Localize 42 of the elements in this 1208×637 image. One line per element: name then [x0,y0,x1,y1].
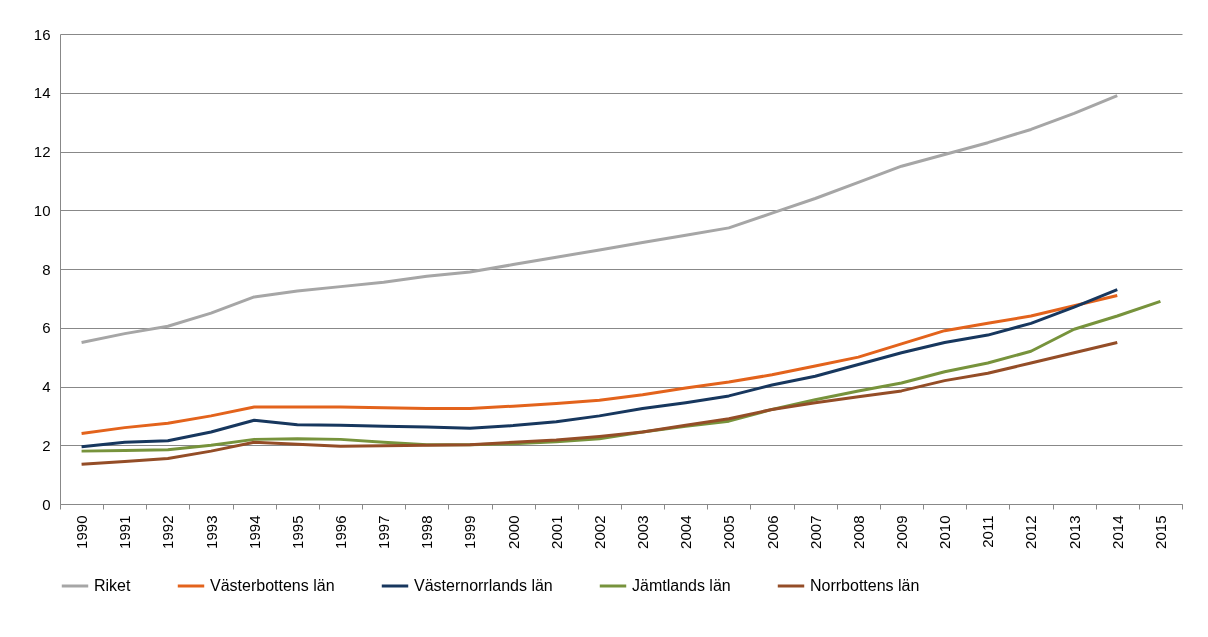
x-tick-label: 2007 [806,515,824,549]
x-tick-label: 1999 [461,515,479,549]
x-tick-label: 2001 [547,515,565,549]
x-tick-label: 1994 [245,515,263,549]
y-tick-label: 4 [42,378,51,395]
x-tick-label: 2000 [504,515,522,549]
x-tick-label: 1998 [418,515,436,549]
legend-label: Jämtlands län [632,577,731,594]
x-tick-label: 2013 [1065,515,1083,549]
x-tick-label: 1997 [375,515,393,549]
x-tick-label: 2002 [590,515,608,549]
legend-label: Västernorrlands län [414,577,553,594]
x-tick-label: 2012 [1022,515,1040,549]
legend-label: Norrbottens län [810,577,920,594]
x-tick-label: 2008 [849,515,867,549]
x-tick-label: 1996 [332,515,349,549]
x-tick-label: 2014 [1108,515,1126,549]
x-tick-label: 2010 [936,515,954,549]
y-tick-label: 12 [33,143,51,160]
x-tick-label: 2015 [1151,515,1169,549]
x-tick-label: 2005 [720,515,738,549]
y-tick-label: 14 [33,84,51,102]
x-tick-label: 1990 [73,515,91,549]
y-tick-label: 8 [42,260,51,278]
x-tick-label: 1991 [116,515,134,549]
x-tick-label: 2003 [634,515,652,549]
x-tick-label: 2004 [677,515,695,549]
line-series [80,94,1119,344]
line-series [80,340,1119,466]
legend-label: Västerbottens län [210,577,335,594]
legend-label: Riket [94,577,132,594]
x-tick-label: 2009 [893,515,910,549]
y-tick-label: 6 [42,319,51,337]
y-tick-label: 16 [33,25,51,43]
y-tick-label: 10 [33,201,51,219]
y-tick-label: 0 [42,495,51,513]
x-tick-label: 1992 [159,515,177,549]
x-tick-label: 2006 [763,515,781,549]
x-tick-label: 1995 [288,515,306,549]
y-tick-label: 2 [42,436,51,454]
x-tick-label: 2011 [979,515,997,548]
x-tick-label: 1993 [202,515,220,549]
